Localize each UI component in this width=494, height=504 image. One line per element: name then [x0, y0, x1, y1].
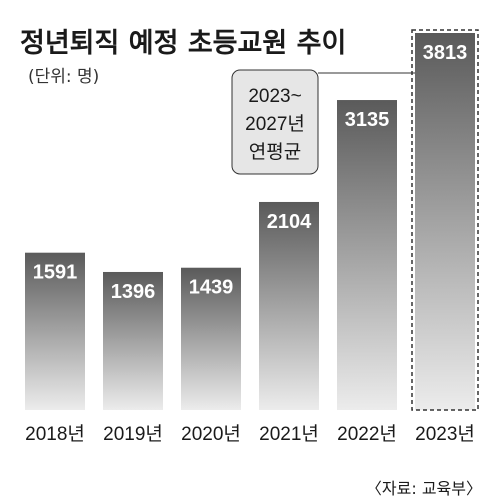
value-label-4: 3135 — [345, 109, 390, 131]
bar-5 — [415, 33, 475, 410]
x-tick-label-4: 2022년 — [337, 423, 397, 445]
annotation-box — [231, 69, 319, 175]
x-tick-label-3: 2021년 — [259, 423, 319, 445]
bars-group — [25, 29, 479, 411]
unit-label: (단위: 명) — [28, 67, 99, 87]
bar-2 — [181, 267, 241, 410]
value-label-2: 1439 — [189, 277, 234, 299]
value-label-3: 2104 — [267, 211, 312, 233]
value-label-0: 1591 — [33, 262, 78, 284]
x-ticks-group: 2018년 2019년 2020년 2021년 2022년 2023년 — [25, 423, 475, 445]
chart-title: 정년퇴직 예정 초등교원 추이 — [20, 28, 346, 59]
annotation-line-2: 2027년 — [245, 113, 305, 135]
source-note: 〈자료: 교육부〉 — [366, 479, 482, 498]
bar-1 — [103, 271, 163, 410]
annotation-line-3: 연평균 — [249, 141, 301, 163]
x-tick-label-2: 2020년 — [181, 423, 241, 445]
bar-4 — [337, 100, 397, 411]
value-label-1: 1396 — [111, 281, 156, 303]
annotation-line-1: 2023~ — [248, 86, 301, 107]
annotation: 2023~ 2027년 연평균 — [231, 69, 415, 175]
x-tick-label-5: 2023년 — [415, 423, 475, 445]
bar-0 — [25, 252, 85, 410]
value-labels-group: 1591 1396 1439 2104 3135 3813 — [33, 42, 468, 303]
bar-3 — [259, 201, 319, 410]
x-tick-label-0: 2018년 — [25, 423, 85, 445]
x-tick-label-1: 2019년 — [103, 423, 163, 445]
value-label-5: 3813 — [423, 42, 468, 64]
highlight-border — [411, 29, 479, 411]
